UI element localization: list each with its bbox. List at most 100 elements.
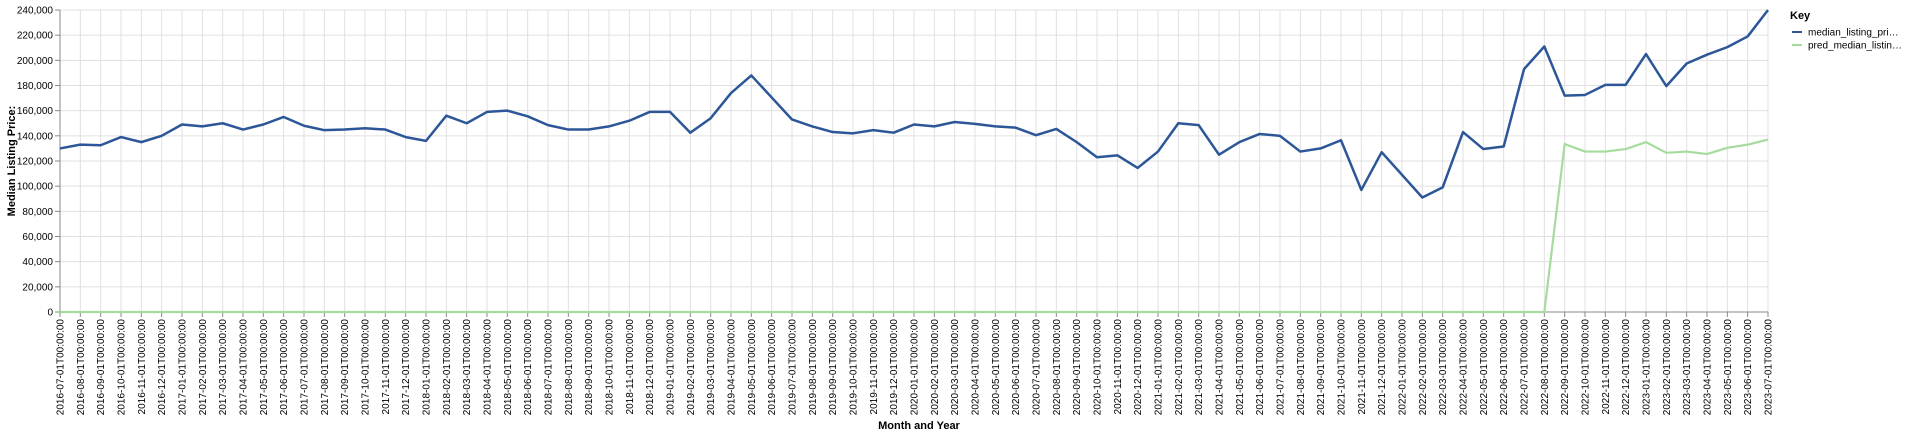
x-tick-label: 2020-03-01T00:00:00 (950, 319, 961, 416)
x-tick-label: 2019-03-01T00:00:00 (706, 319, 717, 416)
x-tick-label: 2022-08-01T00:00:00 (1540, 319, 1551, 416)
x-tick-label: 2018-03-01T00:00:00 (462, 319, 473, 416)
x-tick-label: 2020-07-01T00:00:00 (1032, 319, 1043, 416)
y-tick-label: 160,000 (17, 106, 54, 117)
x-tick-label: 2021-11-01T00:00:00 (1357, 319, 1368, 415)
x-tick-label: 2021-05-01T00:00:00 (1235, 319, 1246, 416)
y-tick-label: 200,000 (17, 56, 54, 67)
x-tick-label: 2019-02-01T00:00:00 (686, 319, 697, 416)
x-tick-label: 2020-06-01T00:00:00 (1011, 319, 1022, 416)
x-tick-label: 2021-06-01T00:00:00 (1255, 319, 1266, 416)
x-tick-label: 2018-02-01T00:00:00 (442, 319, 453, 416)
x-tick-label: 2017-08-01T00:00:00 (320, 319, 331, 416)
x-tick-label: 2021-04-01T00:00:00 (1215, 319, 1226, 416)
y-tick-label: 60,000 (22, 232, 53, 243)
y-tick-label: 180,000 (17, 81, 54, 92)
x-tick-label: 2018-11-01T00:00:00 (625, 319, 636, 415)
series-line-0 (59, 9, 1769, 199)
x-tick-label: 2017-12-01T00:00:00 (401, 319, 412, 416)
x-tick-label: 2021-03-01T00:00:00 (1194, 319, 1205, 416)
x-tick-label: 2021-08-01T00:00:00 (1296, 319, 1307, 416)
x-tick-label: 2022-04-01T00:00:00 (1459, 319, 1470, 416)
y-tick-label: 220,000 (17, 31, 54, 42)
x-tick-label: 2021-12-01T00:00:00 (1377, 319, 1388, 416)
x-tick-label: 2018-05-01T00:00:00 (503, 319, 514, 416)
x-tick-label: 2016-07-01T00:00:00 (56, 319, 67, 416)
x-tick-label: 2022-06-01T00:00:00 (1499, 319, 1510, 416)
gridlines (59, 9, 1769, 313)
x-tick-label: 2021-07-01T00:00:00 (1276, 319, 1287, 416)
x-tick-label: 2020-11-01T00:00:00 (1113, 319, 1124, 415)
x-tick-label: 2023-01-01T00:00:00 (1642, 319, 1653, 416)
x-tick-label: 2022-11-01T00:00:00 (1601, 319, 1612, 415)
x-tick-label: 2021-01-01T00:00:00 (1154, 319, 1165, 416)
x-tick-label: 2017-03-01T00:00:00 (218, 319, 229, 416)
x-tick-label: 2019-11-01T00:00:00 (869, 319, 880, 415)
x-tick-label: 2017-06-01T00:00:00 (279, 319, 290, 416)
x-tick-label: 2017-05-01T00:00:00 (259, 319, 270, 416)
x-tick-label: 2020-08-01T00:00:00 (1052, 319, 1063, 416)
x-tick-label: 2017-09-01T00:00:00 (340, 319, 351, 416)
x-tick-label: 2018-04-01T00:00:00 (483, 319, 494, 416)
y-tick-label: 40,000 (22, 257, 53, 268)
x-tick-label: 2016-12-01T00:00:00 (157, 319, 168, 416)
x-tick-label: 2022-01-01T00:00:00 (1398, 319, 1409, 416)
x-tick-label: 2018-09-01T00:00:00 (584, 319, 595, 416)
x-tick-label: 2020-05-01T00:00:00 (991, 319, 1002, 416)
x-tick-label: 2017-02-01T00:00:00 (198, 319, 209, 416)
x-tick-label: 2022-07-01T00:00:00 (1520, 319, 1531, 416)
x-tick-label: 2022-02-01T00:00:00 (1418, 319, 1429, 416)
x-tick-label: 2022-12-01T00:00:00 (1621, 319, 1632, 416)
x-tick-label: 2018-12-01T00:00:00 (645, 319, 656, 416)
x-tick-label: 2020-01-01T00:00:00 (910, 319, 921, 416)
x-tick-label: 2020-04-01T00:00:00 (971, 319, 982, 416)
x-tick-label: 2023-05-01T00:00:00 (1723, 319, 1734, 416)
y-tick-label: 240,000 (17, 6, 54, 17)
x-tick-label: 2018-08-01T00:00:00 (564, 319, 575, 416)
x-tick-label: 2019-10-01T00:00:00 (849, 319, 860, 416)
x-tick-label: 2022-10-01T00:00:00 (1581, 319, 1592, 416)
y-tick-label: 120,000 (17, 157, 54, 168)
x-tick-label: 2019-01-01T00:00:00 (666, 319, 677, 416)
x-tick-label: 2019-06-01T00:00:00 (767, 319, 778, 416)
x-tick-label: 2021-09-01T00:00:00 (1316, 319, 1327, 416)
y-tick-label: 80,000 (22, 207, 53, 218)
x-tick-label: 2019-07-01T00:00:00 (788, 319, 799, 416)
x-tick-label: 2017-07-01T00:00:00 (300, 319, 311, 416)
x-tick-label: 2020-12-01T00:00:00 (1133, 319, 1144, 416)
y-tick-label: 20,000 (22, 282, 53, 293)
x-tick-label: 2021-10-01T00:00:00 (1337, 319, 1348, 416)
x-axis-title: Month and Year (878, 420, 960, 432)
x-axis: 2016-07-01T00:00:00 2016-08-01T00:00:00 20… (56, 311, 1775, 416)
y-axis: 0 20,000 40,000 60,000 80,000 100,000 120,000 1… (17, 6, 61, 319)
x-tick-label: 2019-12-01T00:00:00 (889, 319, 900, 416)
x-tick-label: 2018-07-01T00:00:00 (544, 319, 555, 416)
y-tick-label: 100,000 (17, 182, 54, 193)
x-tick-label: 2016-11-01T00:00:00 (137, 319, 148, 415)
x-tick-label: 2019-09-01T00:00:00 (828, 319, 839, 416)
y-tick-label: 0 (47, 308, 53, 319)
x-tick-label: 2017-11-01T00:00:00 (381, 319, 392, 415)
x-tick-label: 2022-03-01T00:00:00 (1438, 319, 1449, 416)
x-tick-label: 2016-08-01T00:00:00 (76, 319, 87, 416)
x-tick-label: 2018-10-01T00:00:00 (605, 319, 616, 416)
x-tick-label: 2016-10-01T00:00:00 (117, 319, 128, 416)
x-tick-label: 2023-06-01T00:00:00 (1743, 319, 1754, 416)
x-tick-label: 2023-02-01T00:00:00 (1662, 319, 1673, 416)
x-tick-label: 2023-03-01T00:00:00 (1682, 319, 1693, 416)
x-tick-label: 2017-01-01T00:00:00 (178, 319, 189, 416)
x-tick-label: 2020-02-01T00:00:00 (930, 319, 941, 416)
x-tick-label: 2023-07-01T00:00:00 (1764, 319, 1775, 416)
x-tick-label: 2019-04-01T00:00:00 (727, 319, 738, 416)
x-tick-label: 2023-04-01T00:00:00 (1703, 319, 1714, 416)
legend: Key median_listing_pri… pred_median_listi… (1790, 10, 1902, 52)
legend-title: Key (1790, 10, 1811, 22)
series-line-1 (60, 138, 1769, 314)
x-tick-label: 2020-09-01T00:00:00 (1072, 319, 1083, 416)
legend-label: pred_median_listin… (1808, 41, 1902, 52)
x-tick-label: 2022-09-01T00:00:00 (1560, 319, 1571, 416)
x-tick-label: 2017-10-01T00:00:00 (361, 319, 372, 416)
x-tick-label: 2022-05-01T00:00:00 (1479, 319, 1490, 416)
x-tick-label: 2019-08-01T00:00:00 (808, 319, 819, 416)
